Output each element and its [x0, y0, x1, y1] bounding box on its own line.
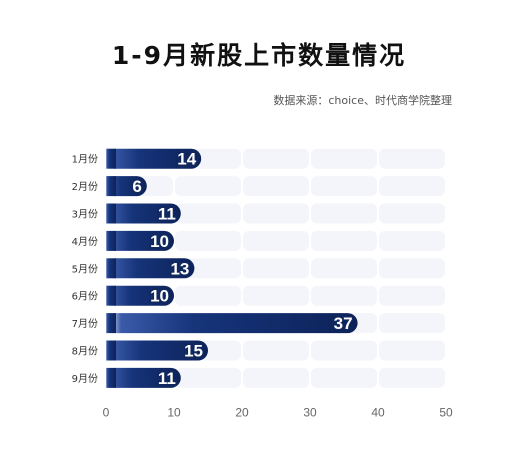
bar-track-segment [175, 230, 241, 251]
x-tick-label: 40 [371, 406, 385, 420]
bar-track-segment [379, 285, 445, 306]
bar [106, 176, 147, 197]
category-label: 3月份 [72, 209, 98, 221]
bar-value-label: 15 [184, 342, 203, 361]
bar-track-segment [379, 258, 445, 279]
bar-track-segment [311, 367, 377, 388]
bar-track-segment [243, 285, 309, 306]
category-label: 9月份 [72, 373, 98, 385]
bar-left-cap [106, 285, 116, 306]
bar-value-label: 14 [177, 150, 196, 169]
bar [106, 230, 174, 251]
bar-track-segment [379, 148, 445, 169]
bar [106, 148, 202, 169]
bar [106, 258, 195, 279]
bar-track-segment [311, 285, 377, 306]
bar-track-segment [379, 230, 445, 251]
bar-track-segment [243, 148, 309, 169]
category-label: 4月份 [72, 236, 98, 248]
bar-track-segment [175, 176, 241, 197]
bar-value-label: 37 [334, 314, 353, 333]
bar-track-segment [379, 313, 445, 334]
bar-left-cap [106, 340, 116, 361]
bar-track-segment [379, 340, 445, 361]
category-label: 1月份 [72, 154, 98, 166]
bar-track-segment [311, 258, 377, 279]
x-tick-label: 30 [303, 406, 317, 420]
bar-track-segment [311, 148, 377, 169]
bar-track-segment [175, 367, 241, 388]
bar-track-segment [311, 203, 377, 224]
bar [106, 340, 208, 361]
bar-left-cap [106, 230, 116, 251]
bar-track-segment [379, 176, 445, 197]
bar-track-segment [379, 367, 445, 388]
bar-value-label: 11 [158, 369, 176, 388]
bar-left-cap [106, 367, 116, 388]
bar-track-segment [175, 203, 241, 224]
category-label: 8月份 [72, 346, 98, 358]
bar-left-cap [106, 313, 116, 334]
bar-track-segment [243, 258, 309, 279]
bar [106, 313, 358, 334]
bar-track-segment [311, 230, 377, 251]
bar-value-label: 6 [132, 177, 141, 196]
x-tick-label: 50 [439, 406, 453, 420]
chart-title: 1-9月新股上市数量情况 [111, 41, 407, 70]
bar-value-label: 13 [170, 259, 189, 278]
category-labels: 1月份 2月份 3月份 4月份 5月份 6月份 7月份 8月份 9月份 [72, 154, 98, 385]
bar-left-cap [106, 148, 116, 169]
bar-track-segment [243, 176, 309, 197]
category-label: 7月份 [72, 318, 98, 330]
bar-track-segment [243, 230, 309, 251]
x-tick-label: 20 [235, 406, 249, 420]
bar-left-cap [106, 203, 116, 224]
bar-track-segment [311, 340, 377, 361]
bar [106, 285, 174, 306]
bar-track-segment [311, 176, 377, 197]
bar-value-label: 10 [150, 287, 169, 306]
bar-track-segment [243, 203, 309, 224]
bar-track-segment [379, 203, 445, 224]
category-label: 5月份 [72, 263, 98, 275]
bar-left-cap [106, 258, 116, 279]
bar-value-label: 11 [158, 205, 176, 224]
category-label: 6月份 [72, 291, 98, 303]
category-label: 2月份 [72, 181, 98, 193]
bar-track-segment [243, 340, 309, 361]
bar-value-label: 10 [150, 232, 169, 251]
bar-track-segment [243, 367, 309, 388]
bar-left-cap [106, 176, 116, 197]
x-tick-label: 0 [103, 406, 110, 420]
data-source-note: 数据来源：choice、时代商学院整理 [273, 94, 452, 107]
bar [106, 367, 181, 388]
bar-track-segment [175, 285, 241, 306]
x-axis-ticks: 0 10 20 30 40 50 [103, 406, 453, 420]
bar [106, 203, 181, 224]
x-tick-label: 10 [167, 406, 181, 420]
